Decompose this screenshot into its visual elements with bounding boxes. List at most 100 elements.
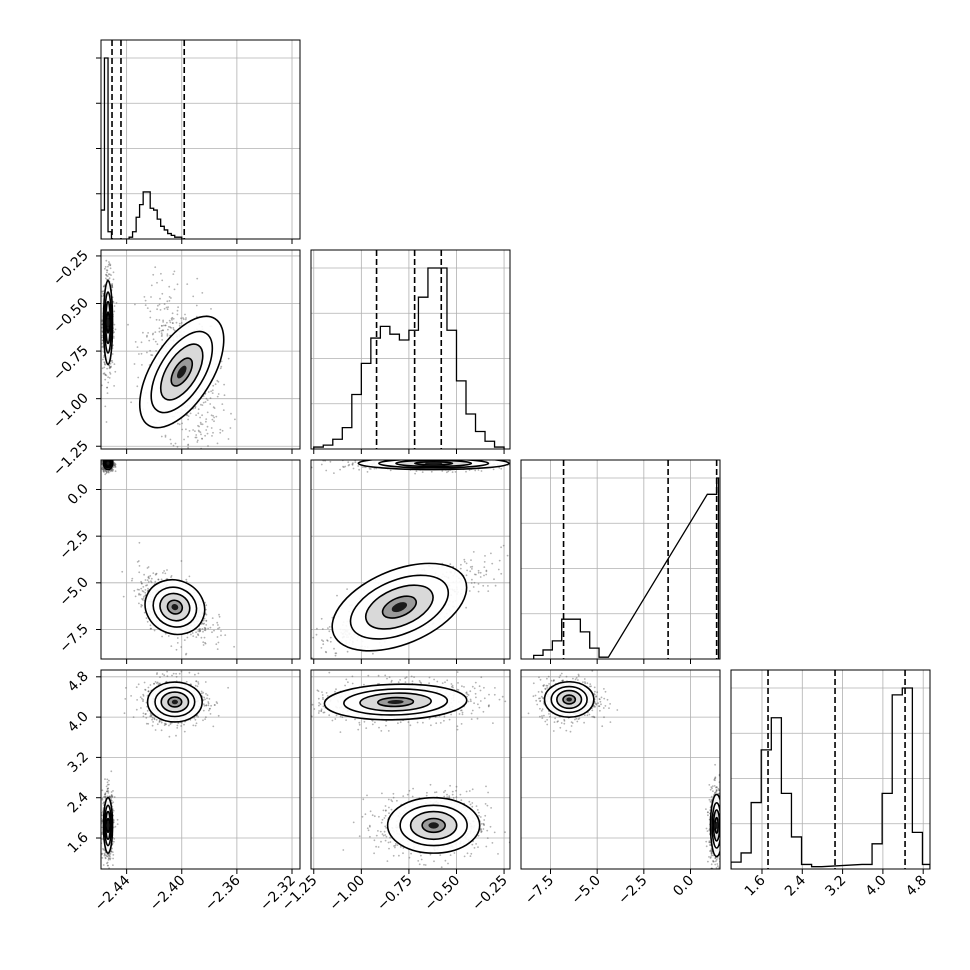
scatter-point [106,862,108,865]
scatter-point [309,625,311,627]
scatter-point [110,850,112,853]
scatter-point [160,272,162,275]
scatter-point [229,427,232,429]
scatter-point [106,457,108,459]
scatter-point [339,468,341,471]
scatter-point [106,457,108,459]
scatter-point [106,367,108,370]
scatter-point [360,457,362,459]
scatter-point [98,293,100,295]
scatter-point [150,354,153,356]
scatter-point [110,799,113,802]
scatter-point [474,469,477,472]
scatter-point [109,373,112,375]
scatter-point [201,292,204,294]
scatter-point [142,597,145,599]
scatter-point [222,409,225,411]
scatter-point [201,438,204,440]
scatter-point [105,470,107,472]
scatter-point [131,579,133,582]
scatter-point [409,457,411,459]
scatter-point [149,349,152,352]
scatter-point [143,296,146,298]
scatter-point [548,464,550,466]
scatter-point [106,781,109,784]
scatter-point [445,456,447,458]
scatter-point [110,468,113,471]
scatter-point [194,430,196,432]
scatter-point [109,795,111,798]
scatter-point [108,857,110,860]
scatter-point [149,575,152,577]
scatter-point [430,458,432,460]
scatter-point [109,362,112,365]
scatter-point [206,411,209,414]
scatter-point [113,464,115,467]
scatter-point [447,470,450,473]
scatter-point [211,617,214,619]
scatter-point [328,626,331,628]
scatter-point [112,790,114,792]
scatter-point [179,454,181,456]
scatter-point [104,266,107,268]
scatter-point [147,576,150,579]
scatter-point [116,818,119,821]
scatter-point [154,266,157,269]
scatter-point [106,458,108,460]
scatter-point [112,271,115,274]
scatter-point [189,412,192,415]
scatter-point [441,458,443,460]
scatter-point [475,573,477,576]
scatter-point [107,458,109,460]
scatter-point [194,407,197,409]
scatter-point [211,418,214,421]
scatter-point [111,458,113,460]
scatter-point [477,569,480,572]
scatter-point [106,787,109,790]
y-tick-label: −5.0 [56,574,91,609]
scatter-point [112,457,114,459]
axes-frame [100,39,301,240]
scatter-point [150,577,153,580]
scatter-point [167,328,169,331]
scatter-point [140,352,143,355]
scatter-point [217,380,220,383]
scatter-point [535,467,537,469]
scatter-point [107,376,109,378]
scatter-point [207,445,209,447]
scatter-point [111,470,114,473]
scatter-point [110,794,113,796]
scatter-point [200,636,203,639]
scatter-point [207,391,210,393]
scatter-point [321,639,323,641]
scatter-point [210,427,213,429]
scatter-point [410,456,412,458]
scatter-point [469,566,472,568]
scatter-point [158,327,161,330]
scatter-point [138,592,141,595]
scatter-point [218,626,221,629]
scatter-point [107,273,110,276]
scatter-point [178,322,181,325]
scatter-point [147,566,150,568]
scatter-point [150,580,152,582]
scatter-point [498,559,501,562]
y-tick-label: −7.5 [56,621,91,656]
scatter-point [162,572,164,574]
scatter-point [485,570,488,573]
scatter-point [109,264,112,267]
scatter-point [192,635,195,637]
scatter-point [391,457,393,459]
scatter-point [109,470,112,473]
scatter-point [202,452,204,454]
scatter-point [108,367,111,370]
scatter-point [202,619,205,622]
scatter-point [201,414,204,417]
scatter-point [404,458,406,460]
scatter-point [201,622,204,624]
scatter-point [101,831,103,834]
scatter-point [199,421,202,424]
scatter-point [419,456,421,458]
scatter-point [137,376,140,379]
scatter-point [372,652,374,655]
